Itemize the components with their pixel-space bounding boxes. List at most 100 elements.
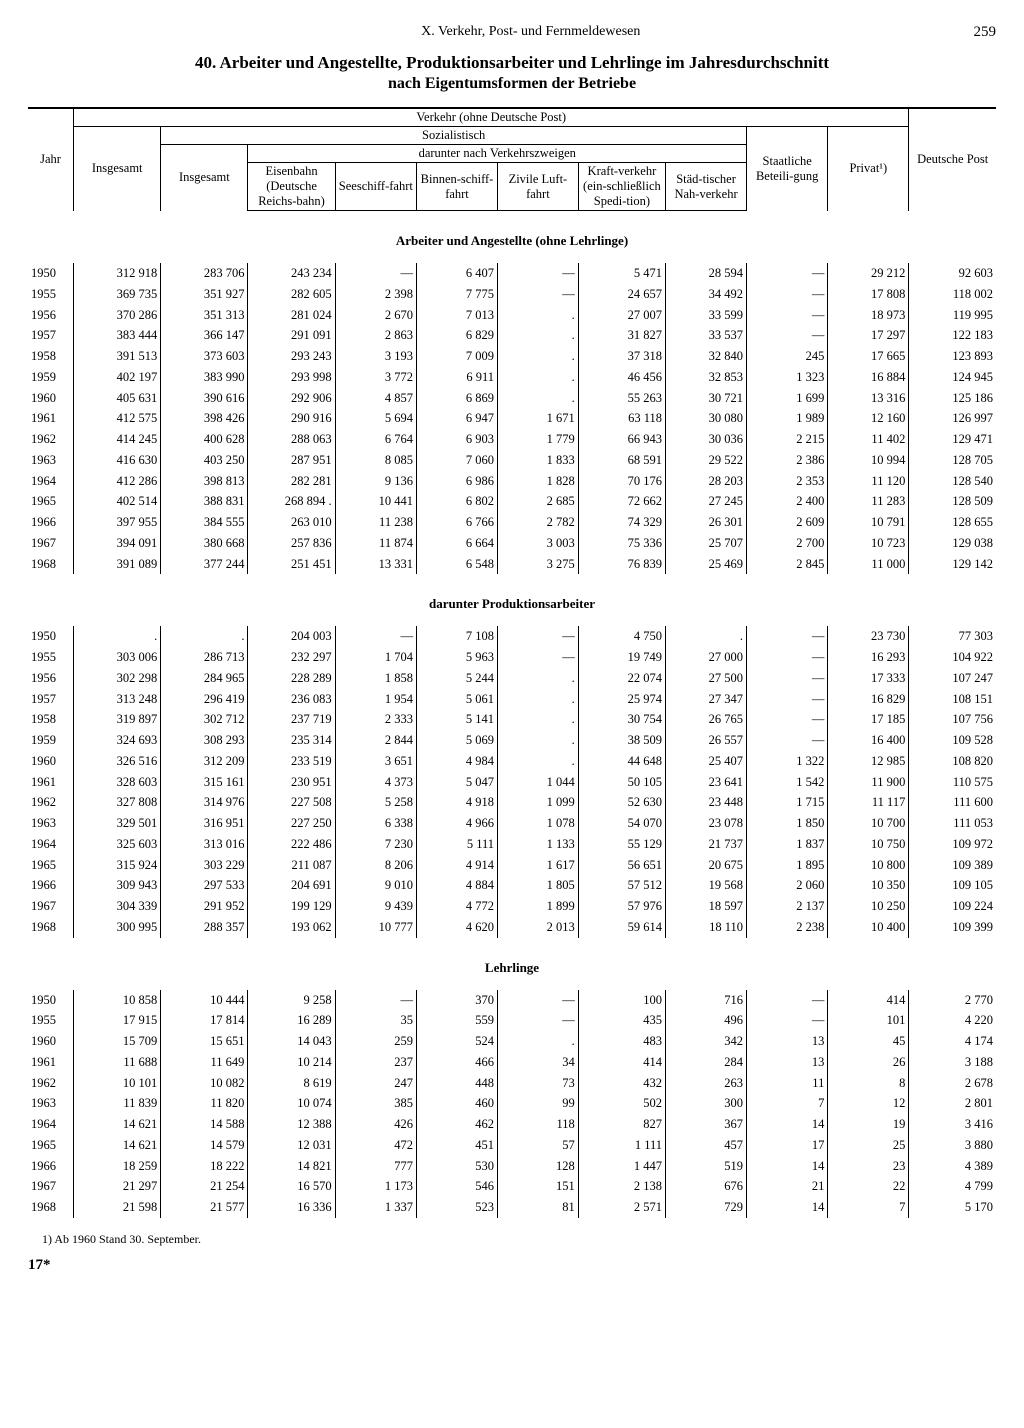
cell-value: 385 [335, 1093, 416, 1114]
cell-value: 451 [416, 1135, 497, 1156]
table-row: 1966309 943297 533204 6919 0104 8841 805… [28, 875, 996, 896]
cell-year: 1961 [28, 1052, 74, 1073]
cell-value: 6 829 [416, 325, 497, 346]
cell-value: 18 597 [666, 896, 747, 917]
cell-value: 57 512 [578, 875, 665, 896]
table-row: 1963416 630403 250287 9518 0857 0601 833… [28, 450, 996, 471]
cell-value: 16 400 [828, 730, 909, 751]
cell-value: 394 091 [74, 533, 161, 554]
cell-value: 290 916 [248, 408, 335, 429]
cell-value: 6 903 [416, 429, 497, 450]
cell-year: 1967 [28, 896, 74, 917]
cell-value: 6 911 [416, 367, 497, 388]
cell-value: 827 [578, 1114, 665, 1135]
cell-value: 211 087 [248, 855, 335, 876]
table-row: 1967304 339291 952199 1299 4394 7721 899… [28, 896, 996, 917]
cell-value: 4 884 [416, 875, 497, 896]
cell-value: 128 655 [909, 512, 996, 533]
cell-value: 12 031 [248, 1135, 335, 1156]
cell-value: — [498, 626, 579, 647]
cell-value: 13 [747, 1031, 828, 1052]
section-title: darunter Produktionsarbeiter [28, 574, 996, 626]
cell-value: 2 685 [498, 491, 579, 512]
cell-value: 370 [416, 990, 497, 1011]
section-title: Arbeiter und Angestellte (ohne Lehrlinge… [28, 211, 996, 264]
cell-value: 7 [828, 1197, 909, 1218]
cell-value: . [498, 346, 579, 367]
cell-value: 10 777 [335, 917, 416, 938]
cell-value: 99 [498, 1093, 579, 1114]
cell-value: 2 801 [909, 1093, 996, 1114]
cell-value: 77 303 [909, 626, 996, 647]
col-insgesamt-1: Insgesamt [74, 127, 161, 211]
cell-value: 257 836 [248, 533, 335, 554]
cell-value: 268 894 . [248, 491, 335, 512]
cell-value: 19 749 [578, 647, 665, 668]
cell-value: 302 298 [74, 668, 161, 689]
cell-value: 16 289 [248, 1010, 335, 1031]
cell-year: 1958 [28, 346, 74, 367]
cell-value: 2 398 [335, 284, 416, 305]
table-row: 1962327 808314 976227 5085 2584 9181 099… [28, 792, 996, 813]
cell-value: 18 259 [74, 1156, 161, 1177]
cell-value: 530 [416, 1156, 497, 1177]
cell-value: 14 621 [74, 1135, 161, 1156]
cell-value: 129 142 [909, 554, 996, 575]
cell-value: 14 [747, 1156, 828, 1177]
table-row: 1955303 006286 713232 2971 7045 963—19 7… [28, 647, 996, 668]
table-row: 1961328 603315 161230 9514 3735 0471 044… [28, 772, 996, 793]
cell-value: 118 002 [909, 284, 996, 305]
cell-value: 17 808 [828, 284, 909, 305]
cell-value: 13 [747, 1052, 828, 1073]
cell-value: 128 540 [909, 471, 996, 492]
cell-value: — [747, 668, 828, 689]
cell-value: 108 151 [909, 689, 996, 710]
cell-value: 107 247 [909, 668, 996, 689]
cell-value: 29 212 [828, 263, 909, 284]
cell-value: 21 [747, 1176, 828, 1197]
cell-value: — [498, 990, 579, 1011]
cell-value: 308 293 [161, 730, 248, 751]
cell-value: 104 922 [909, 647, 996, 668]
cell-value: 26 765 [666, 709, 747, 730]
table-row: 1966397 955384 555263 01011 2386 7662 78… [28, 512, 996, 533]
cell-value: 14 579 [161, 1135, 248, 1156]
cell-value: 2 060 [747, 875, 828, 896]
cell-value: 5 963 [416, 647, 497, 668]
cell-value: 329 501 [74, 813, 161, 834]
cell-value: 2 571 [578, 1197, 665, 1218]
cell-value: 19 568 [666, 875, 747, 896]
cell-value: 3 772 [335, 367, 416, 388]
cell-value: 4 772 [416, 896, 497, 917]
cell-value: 3 275 [498, 554, 579, 575]
section-title: Lehrlinge [28, 938, 996, 990]
cell-value: 17 333 [828, 668, 909, 689]
cell-value: 109 105 [909, 875, 996, 896]
table-body: Arbeiter und Angestellte (ohne Lehrlinge… [28, 211, 996, 1218]
cell-value: 10 800 [828, 855, 909, 876]
cell-value: 247 [335, 1073, 416, 1094]
cell-value: 281 024 [248, 305, 335, 326]
cell-value: 11 649 [161, 1052, 248, 1073]
cell-value: 1 337 [335, 1197, 416, 1218]
cell-value: 11 874 [335, 533, 416, 554]
cell-value: 233 519 [248, 751, 335, 772]
cell-value: 2 386 [747, 450, 828, 471]
table-row: 196514 62114 57912 031472451571 11145717… [28, 1135, 996, 1156]
cell-value: 151 [498, 1176, 579, 1197]
cell-value: 76 839 [578, 554, 665, 575]
cell-value: 7 230 [335, 834, 416, 855]
cell-value: 263 010 [248, 512, 335, 533]
cell-value: 1 895 [747, 855, 828, 876]
cell-value: 3 651 [335, 751, 416, 772]
col-seeschiff: Seeschiff-fahrt [335, 163, 416, 211]
page-footer: 17* [28, 1257, 996, 1274]
cell-value: 124 945 [909, 367, 996, 388]
table-row: 1965402 514388 831268 894 .10 4416 8022 … [28, 491, 996, 512]
cell-value: 11 900 [828, 772, 909, 793]
cell-value: 4 857 [335, 388, 416, 409]
table-row: 1956302 298284 965228 2891 8585 244.22 0… [28, 668, 996, 689]
cell-value: 125 186 [909, 388, 996, 409]
cell-value: 342 [666, 1031, 747, 1052]
col-post: Deutsche Post [909, 108, 996, 211]
